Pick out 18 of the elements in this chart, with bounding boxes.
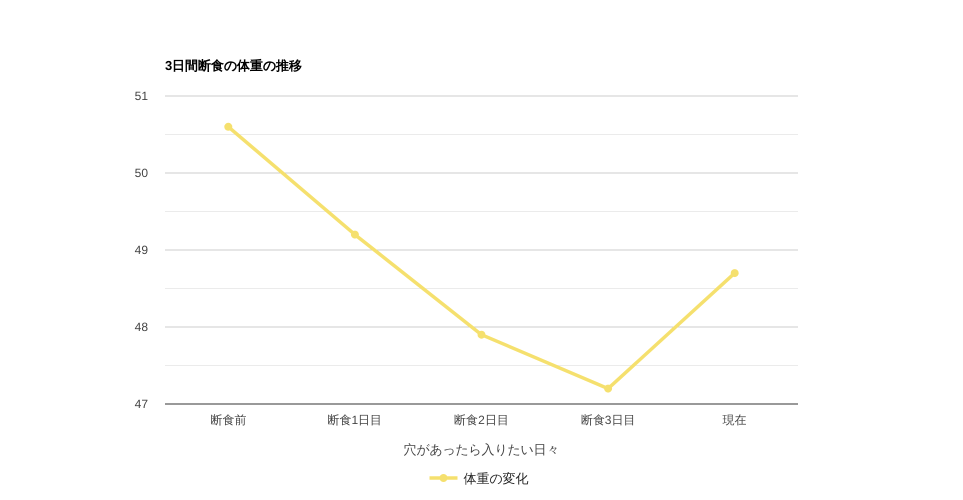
x-tick-label: 現在 xyxy=(722,413,747,427)
point xyxy=(478,330,486,339)
x-tick-label: 断食2日目 xyxy=(454,413,509,427)
x-tick-label: 断食1日目 xyxy=(328,413,382,427)
y-tick-label: 51 xyxy=(134,89,148,103)
y-tick-label: 50 xyxy=(134,166,148,180)
x-axis-title: 穴があったら入りたい日々 xyxy=(404,442,560,457)
point xyxy=(730,269,739,278)
chart-title: 3日間断食の体重の推移 xyxy=(165,58,302,73)
y-tick-label: 49 xyxy=(134,243,148,257)
point xyxy=(604,384,612,393)
point xyxy=(350,230,359,239)
legend-label: 体重の変化 xyxy=(464,471,528,486)
y-tick-label: 48 xyxy=(134,320,148,334)
x-tick-label: 断食3日目 xyxy=(580,413,636,427)
y-tick-label: 47 xyxy=(134,397,148,411)
point xyxy=(224,122,232,131)
x-tick-label: 断食前 xyxy=(210,413,246,427)
